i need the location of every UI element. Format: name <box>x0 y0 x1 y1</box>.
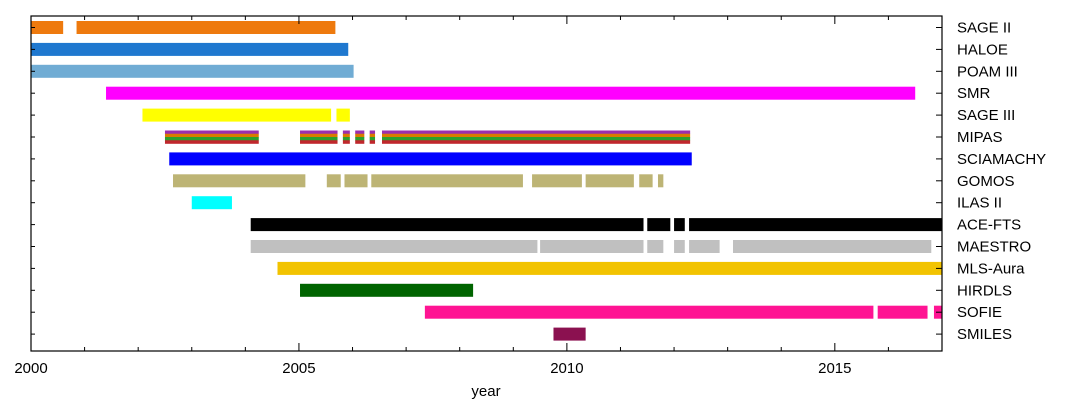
bar-gomos-3 <box>344 174 368 188</box>
bar-smr-1 <box>106 86 916 100</box>
bar-mipas-3 <box>342 130 350 144</box>
bar-hirdls-1 <box>300 283 474 297</box>
bar-sage-ii-1 <box>31 21 64 34</box>
axis-ticks <box>30 16 943 351</box>
bar-gomos-5 <box>532 174 582 188</box>
bar-sofie-2 <box>877 305 928 319</box>
bar-mipas-1 <box>164 130 259 144</box>
bar-maestro-4 <box>674 240 685 253</box>
bar-ace-fts-3 <box>674 218 685 232</box>
bar-sage-iii-1 <box>142 108 332 122</box>
bar-sage-ii-2 <box>76 21 336 34</box>
bar-sage-iii-2 <box>336 108 350 122</box>
bar-ace-fts-1 <box>250 218 644 232</box>
x-tick-label-2010: 2010 <box>550 360 583 377</box>
bar-ace-fts-4 <box>689 218 942 232</box>
instrument-label-maestro: MAESTRO <box>957 239 1031 256</box>
bar-maestro-6 <box>733 240 932 253</box>
bar-sofie-1 <box>424 305 874 319</box>
bar-gomos-2 <box>326 174 341 188</box>
bar-ace-fts-2 <box>647 218 671 232</box>
bar-haloe-1 <box>31 42 349 56</box>
bar-mipas-5 <box>369 130 376 144</box>
instrument-labels: SAGE II HALOE POAM III SMR SAGE III MIPAS SCIA… <box>957 20 1046 344</box>
bar-ilas-ii-1 <box>191 196 232 210</box>
instrument-label-sage-iii: SAGE III <box>957 107 1015 124</box>
bar-smiles-1 <box>553 327 586 341</box>
x-tick-label-2015: 2015 <box>818 360 851 377</box>
instrument-label-smr: SMR <box>957 85 991 102</box>
x-tick-label-2000: 2000 <box>14 360 47 377</box>
bar-gomos-7 <box>639 174 653 188</box>
bar-maestro-2 <box>540 240 644 253</box>
bar-gomos-1 <box>173 174 306 188</box>
instrument-label-sage-ii: SAGE II <box>957 20 1011 37</box>
bar-poam-iii-1 <box>31 64 354 78</box>
instrument-label-sofie: SOFIE <box>957 304 1002 321</box>
instrument-label-mls-aura: MLS-Aura <box>957 260 1025 277</box>
instrument-label-mipas: MIPAS <box>957 129 1003 146</box>
instrument-label-smiles: SMILES <box>957 326 1012 343</box>
bar-mipas-6 <box>382 130 691 144</box>
bar-gomos-8 <box>657 174 664 188</box>
instrument-bars <box>31 21 943 341</box>
bar-mipas-2 <box>300 130 338 144</box>
instrument-label-gomos: GOMOS <box>957 173 1015 190</box>
bar-mls-aura-1 <box>277 261 943 275</box>
instrument-label-haloe: HALOE <box>957 41 1008 58</box>
bar-maestro-1 <box>250 240 538 253</box>
bar-sciamachy-1 <box>169 152 692 166</box>
instrument-label-ilas-ii: ILAS II <box>957 195 1002 212</box>
bar-maestro-3 <box>647 240 664 253</box>
x-axis-title: year <box>471 383 500 400</box>
instrument-label-hirdls: HIRDLS <box>957 282 1012 299</box>
bar-mipas-4 <box>355 130 365 144</box>
x-tick-label-2005: 2005 <box>282 360 315 377</box>
bar-gomos-4 <box>371 174 523 188</box>
x-tick-labels: 2000 2005 2010 2015 <box>14 360 851 377</box>
bar-gomos-6 <box>585 174 634 188</box>
instrument-label-sciamachy: SCIAMACHY <box>957 151 1046 168</box>
instrument-label-ace-fts: ACE-FTS <box>957 217 1021 234</box>
plot-frame <box>30 15 943 352</box>
bar-maestro-5 <box>689 240 720 253</box>
instrument-label-poam-iii: POAM III <box>957 63 1018 80</box>
